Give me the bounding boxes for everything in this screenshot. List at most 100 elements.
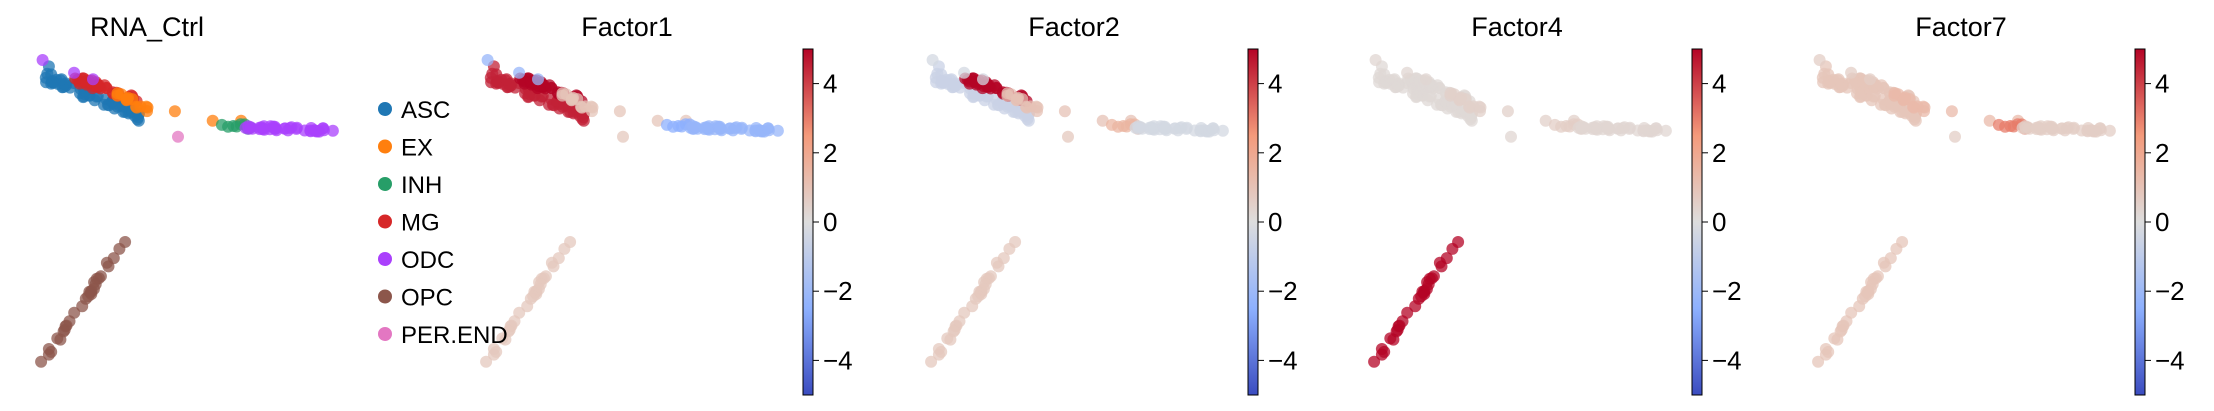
scatter-point [1505, 130, 1517, 143]
scatter-point [141, 105, 153, 118]
scatter-point [1577, 121, 1590, 134]
scatter-point [2045, 122, 2058, 135]
scatter-point [1865, 94, 1878, 107]
scatter-point [1949, 130, 1961, 143]
scatter-point [979, 278, 992, 291]
scatter-point [1058, 105, 1071, 118]
scatter-point [532, 73, 544, 86]
scatter-point [771, 124, 784, 137]
scatter-point [1369, 54, 1382, 66]
scatter-point [1854, 91, 1867, 104]
scatter-point [1143, 121, 1156, 134]
scatter-point [2093, 122, 2106, 135]
colorbar-tick-label: 4 [2155, 69, 2169, 99]
colorbar-tick-label: −2 [823, 276, 853, 306]
scatter-point [1601, 122, 1614, 135]
scatter-point [1845, 66, 1858, 79]
scatter-point [1659, 124, 1672, 137]
scatter-point [77, 91, 90, 104]
scatter-point [168, 105, 181, 118]
scatter-point [966, 300, 979, 313]
scatter-point [222, 120, 235, 133]
panel-0: RNA_Ctrl [35, 12, 339, 368]
scatter-point [1649, 122, 1662, 135]
scatter-point [1388, 73, 1401, 86]
scatter-point [1206, 122, 1219, 135]
scatter-point [953, 315, 966, 328]
scatter-point [1446, 242, 1459, 255]
scatter-point [1474, 105, 1486, 118]
scatter-point [1884, 252, 1897, 265]
panel-3: Factor4 4 2 0 −2 −4 [1368, 12, 1742, 396]
panel-1: Factor1 4 2 0 −2 −4 [480, 12, 853, 396]
legend-marker [378, 139, 392, 154]
scatter-point [977, 73, 989, 86]
scatter-point [534, 278, 547, 291]
scatter-point [945, 73, 958, 86]
scatter-point [1611, 122, 1624, 135]
colorbar-tick-label: −2 [2155, 276, 2185, 306]
scatter-point [1158, 122, 1171, 135]
colorbar-tick-label: −2 [1268, 276, 1298, 306]
scatter-point [1420, 73, 1432, 86]
scatter-point [1415, 290, 1428, 303]
scatter-point [558, 242, 571, 255]
scatter-point [667, 120, 680, 133]
scatter-point [36, 54, 49, 66]
scatter-point [1866, 278, 1879, 291]
scatter-point [1112, 120, 1125, 133]
scatter-point [1834, 325, 1847, 338]
scatter-point [2021, 121, 2034, 134]
scatter-point [972, 290, 985, 303]
scatter-point [1134, 121, 1147, 134]
colorbar [1247, 48, 1259, 396]
scatter-point [111, 87, 124, 100]
scatter-point [689, 121, 702, 134]
scatter-point [113, 242, 126, 255]
scatter-point [1840, 315, 1853, 328]
scatter-point [1918, 105, 1930, 118]
panel-title: RNA_Ctrl [90, 12, 204, 42]
legend-marker [378, 327, 392, 341]
colorbar-tick-label: 2 [823, 138, 837, 168]
scatter-point [82, 290, 95, 303]
scatter-point [107, 252, 120, 265]
scatter-point [68, 66, 81, 79]
panel-title: Factor4 [1471, 12, 1563, 42]
colorbar-tick-label: 2 [1712, 138, 1726, 168]
scatter-point [42, 343, 55, 355]
legend-label: OPC [401, 285, 453, 312]
colorbar-tick-label: −4 [1712, 345, 1742, 375]
panel-title: Factor1 [581, 12, 673, 42]
panel-4: Factor7 4 2 0 −2 −4 [1812, 12, 2185, 396]
scatter-point [480, 355, 493, 368]
colorbar-tick-label: 4 [1268, 69, 1282, 99]
legend-marker [378, 289, 392, 304]
scatter-point [513, 66, 526, 79]
scatter-point [1945, 105, 1958, 118]
legend-label: EX [401, 135, 433, 162]
scatter-point [481, 54, 494, 66]
scatter-point [556, 87, 569, 100]
scatter-point [1001, 87, 1014, 100]
scatter-point [1832, 73, 1845, 86]
scatter-point [1853, 300, 1866, 313]
legend-marker [378, 177, 392, 191]
scatter-point [967, 91, 980, 104]
scatter-point [617, 130, 629, 143]
scatter-point [502, 325, 515, 338]
legend-marker [378, 102, 392, 116]
scatter-point [1888, 87, 1901, 100]
colorbar-tick-label: 2 [1268, 138, 1282, 168]
scatter-point [1983, 114, 1996, 127]
scatter-point [1444, 87, 1457, 100]
scatter-point [1422, 278, 1435, 291]
scatter-point [1062, 130, 1074, 143]
colorbar [1691, 48, 1703, 396]
legend-label: ODC [401, 247, 454, 274]
scatter-point [586, 105, 598, 118]
scatter-point [1003, 242, 1016, 255]
scatter-point [500, 73, 513, 86]
colorbar-tick-label: 0 [1268, 207, 1282, 237]
